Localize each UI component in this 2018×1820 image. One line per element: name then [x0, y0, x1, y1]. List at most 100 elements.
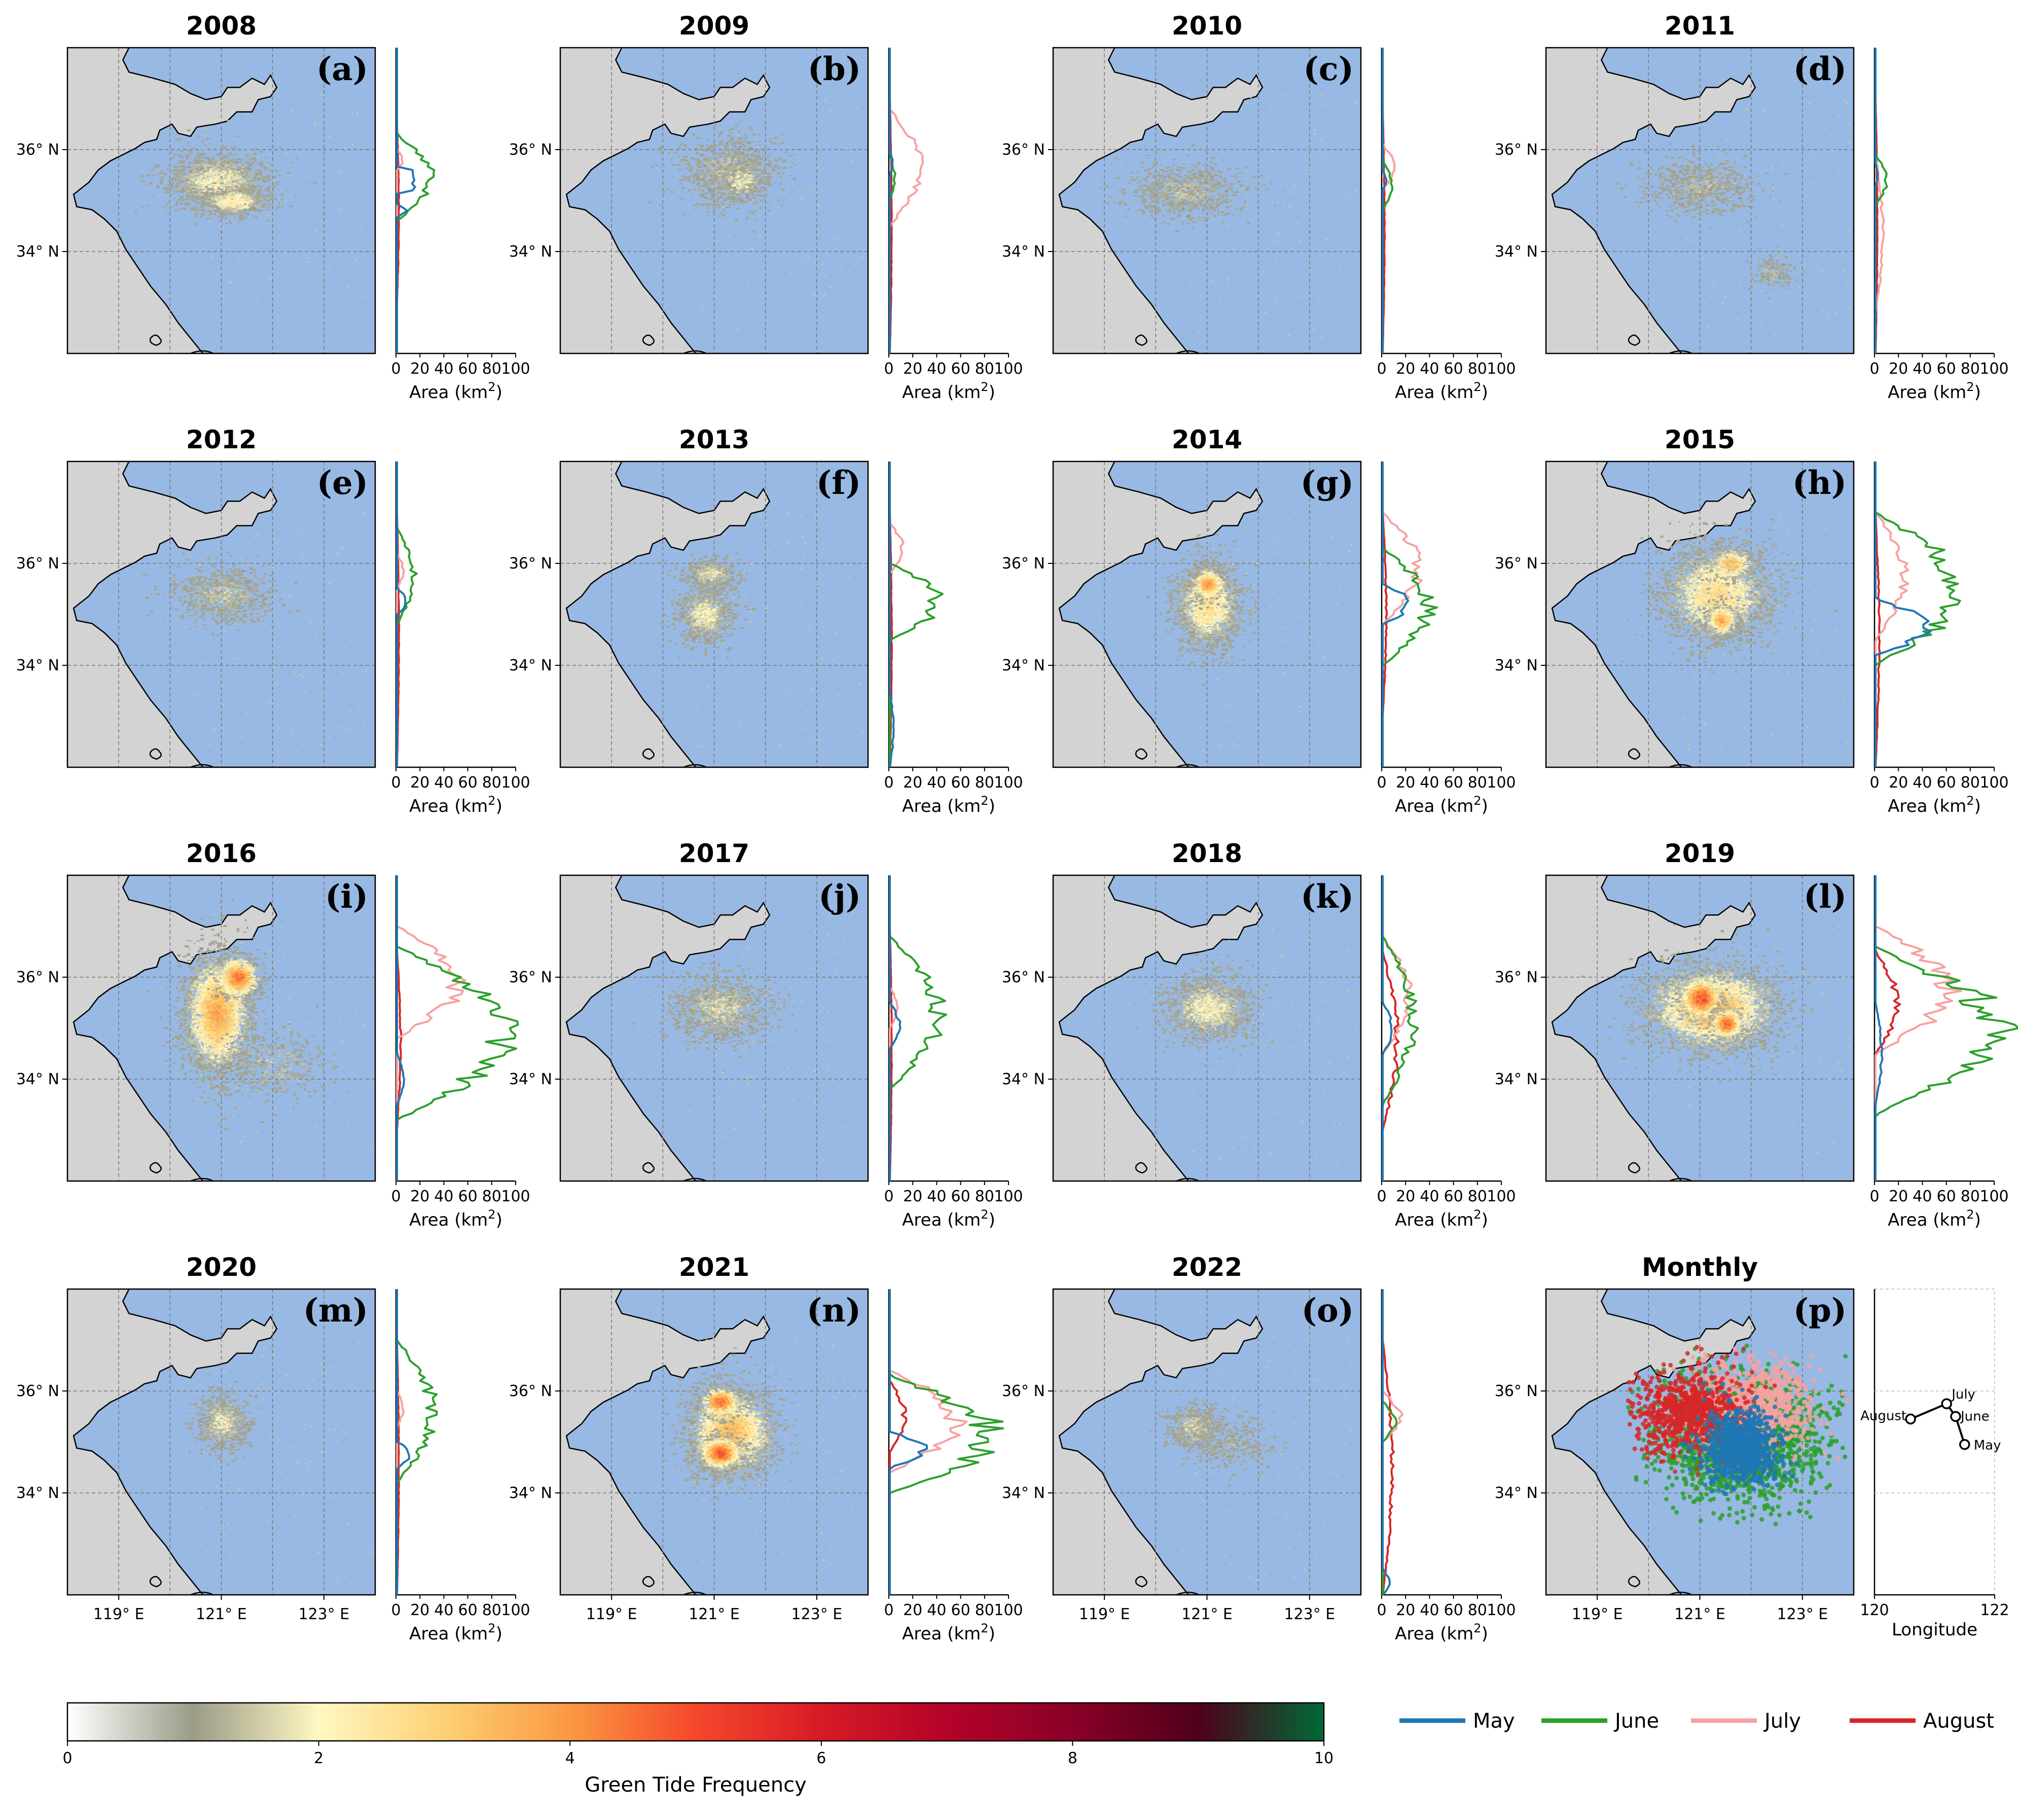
- frequency-pixel: [740, 172, 742, 174]
- frequency-pixel: [712, 182, 714, 185]
- frequency-pixel: [746, 149, 749, 151]
- frequency-pixel: [756, 174, 759, 176]
- frequency-pixel: [683, 156, 687, 158]
- frequency-pixel: [221, 199, 224, 200]
- frequency-pixel: [710, 163, 713, 166]
- frequency-pixel: [763, 198, 765, 201]
- frequency-pixel: [164, 206, 166, 208]
- frequency-pixel: [201, 196, 204, 198]
- frequency-pixel: [232, 170, 234, 171]
- frequency-pixel: [722, 203, 725, 205]
- frequency-pixel: [199, 199, 202, 201]
- frequency-pixel: [189, 199, 191, 200]
- frequency-pixel: [231, 282, 233, 284]
- frequency-pixel: [708, 184, 712, 185]
- frequency-pixel: [218, 187, 220, 189]
- frequency-pixel: [196, 209, 199, 211]
- frequency-pixel: [244, 197, 248, 199]
- frequency-pixel: [761, 157, 763, 159]
- frequency-pixel: [235, 210, 237, 212]
- frequency-pixel: [762, 171, 764, 174]
- frequency-pixel: [721, 166, 724, 168]
- frequency-pixel: [204, 170, 205, 173]
- frequency-pixel: [700, 164, 702, 166]
- frequency-pixel: [303, 313, 305, 315]
- frequency-pixel: [221, 154, 223, 156]
- frequency-pixel: [199, 169, 202, 170]
- frequency-pixel: [682, 175, 685, 177]
- frequency-pixel: [228, 175, 231, 177]
- frequency-pixel: [239, 191, 242, 192]
- frequency-pixel: [268, 194, 271, 197]
- frequency-pixel: [227, 204, 230, 206]
- frequency-pixel: [702, 196, 706, 198]
- frequency-pixel: [161, 170, 163, 172]
- frequency-pixel: [245, 154, 249, 156]
- frequency-pixel: [738, 130, 740, 133]
- frequency-pixel: [214, 147, 216, 149]
- frequency-pixel: [257, 157, 259, 158]
- frequency-pixel: [206, 168, 210, 170]
- frequency-pixel: [761, 191, 764, 192]
- frequency-pixel: [648, 201, 651, 203]
- frequency-pixel: [169, 184, 173, 186]
- frequency-pixel: [225, 164, 229, 166]
- frequency-pixel: [250, 191, 253, 193]
- frequency-pixel: [759, 144, 761, 146]
- frequency-pixel: [694, 179, 695, 180]
- frequency-pixel: [221, 211, 223, 212]
- frequency-pixel: [239, 203, 242, 205]
- frequency-pixel: [231, 213, 235, 216]
- frequency-pixel: [356, 113, 358, 115]
- frequency-pixel: [707, 168, 710, 169]
- frequency-pixel: [175, 190, 179, 192]
- frequency-pixel: [191, 183, 193, 184]
- frequency-pixel: [257, 195, 260, 197]
- frequency-pixel: [731, 138, 734, 140]
- frequency-pixel: [227, 194, 229, 195]
- frequency-pixel: [244, 211, 246, 212]
- frequency-pixel: [711, 188, 715, 189]
- frequency-pixel: [246, 206, 249, 209]
- frequency-pixel: [221, 145, 224, 147]
- frequency-pixel: [700, 169, 703, 171]
- frequency-pixel: [314, 230, 316, 231]
- frequency-pixel: [697, 145, 701, 146]
- frequency-pixel: [740, 152, 743, 154]
- frequency-pixel: [207, 190, 210, 191]
- frequency-pixel: [722, 215, 725, 216]
- frequency-pixel: [237, 258, 239, 260]
- frequency-pixel: [748, 182, 752, 183]
- frequency-pixel: [226, 187, 229, 188]
- frequency-pixel: [730, 189, 733, 191]
- area-axis-label-close: ): [496, 382, 502, 403]
- frequency-pixel: [321, 221, 323, 223]
- frequency-pixel: [241, 205, 244, 207]
- frequency-pixel: [266, 190, 270, 192]
- frequency-pixel: [705, 155, 706, 157]
- frequency-pixel: [216, 176, 218, 178]
- frequency-pixel: [736, 151, 738, 153]
- frequency-pixel: [305, 182, 308, 183]
- frequency-pixel: [716, 199, 718, 201]
- frequency-pixel: [234, 185, 238, 186]
- frequency-pixel: [195, 190, 197, 193]
- frequency-pixel: [262, 193, 263, 195]
- frequency-pixel: [688, 179, 690, 180]
- frequency-pixel: [256, 203, 259, 205]
- frequency-pixel: [729, 132, 733, 133]
- frequency-pixel: [718, 135, 720, 137]
- frequency-pixel: [744, 201, 747, 203]
- frequency-pixel: [176, 201, 178, 203]
- frequency-pixel: [196, 202, 198, 204]
- frequency-pixel: [170, 157, 173, 159]
- frequency-pixel: [708, 205, 710, 206]
- frequency-pixel: [279, 147, 281, 149]
- frequency-pixel: [167, 168, 169, 170]
- frequency-pixel: [172, 191, 174, 192]
- frequency-pixel: [196, 213, 199, 214]
- frequency-pixel: [220, 167, 223, 170]
- frequency-pixel: [764, 189, 768, 191]
- frequency-pixel: [761, 183, 764, 184]
- frequency-pixel: [760, 179, 762, 181]
